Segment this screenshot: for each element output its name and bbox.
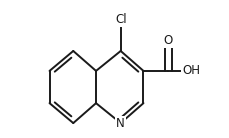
Text: OH: OH xyxy=(181,64,199,77)
Text: N: N xyxy=(116,117,125,130)
Text: Cl: Cl xyxy=(114,13,126,26)
Text: O: O xyxy=(163,34,172,47)
